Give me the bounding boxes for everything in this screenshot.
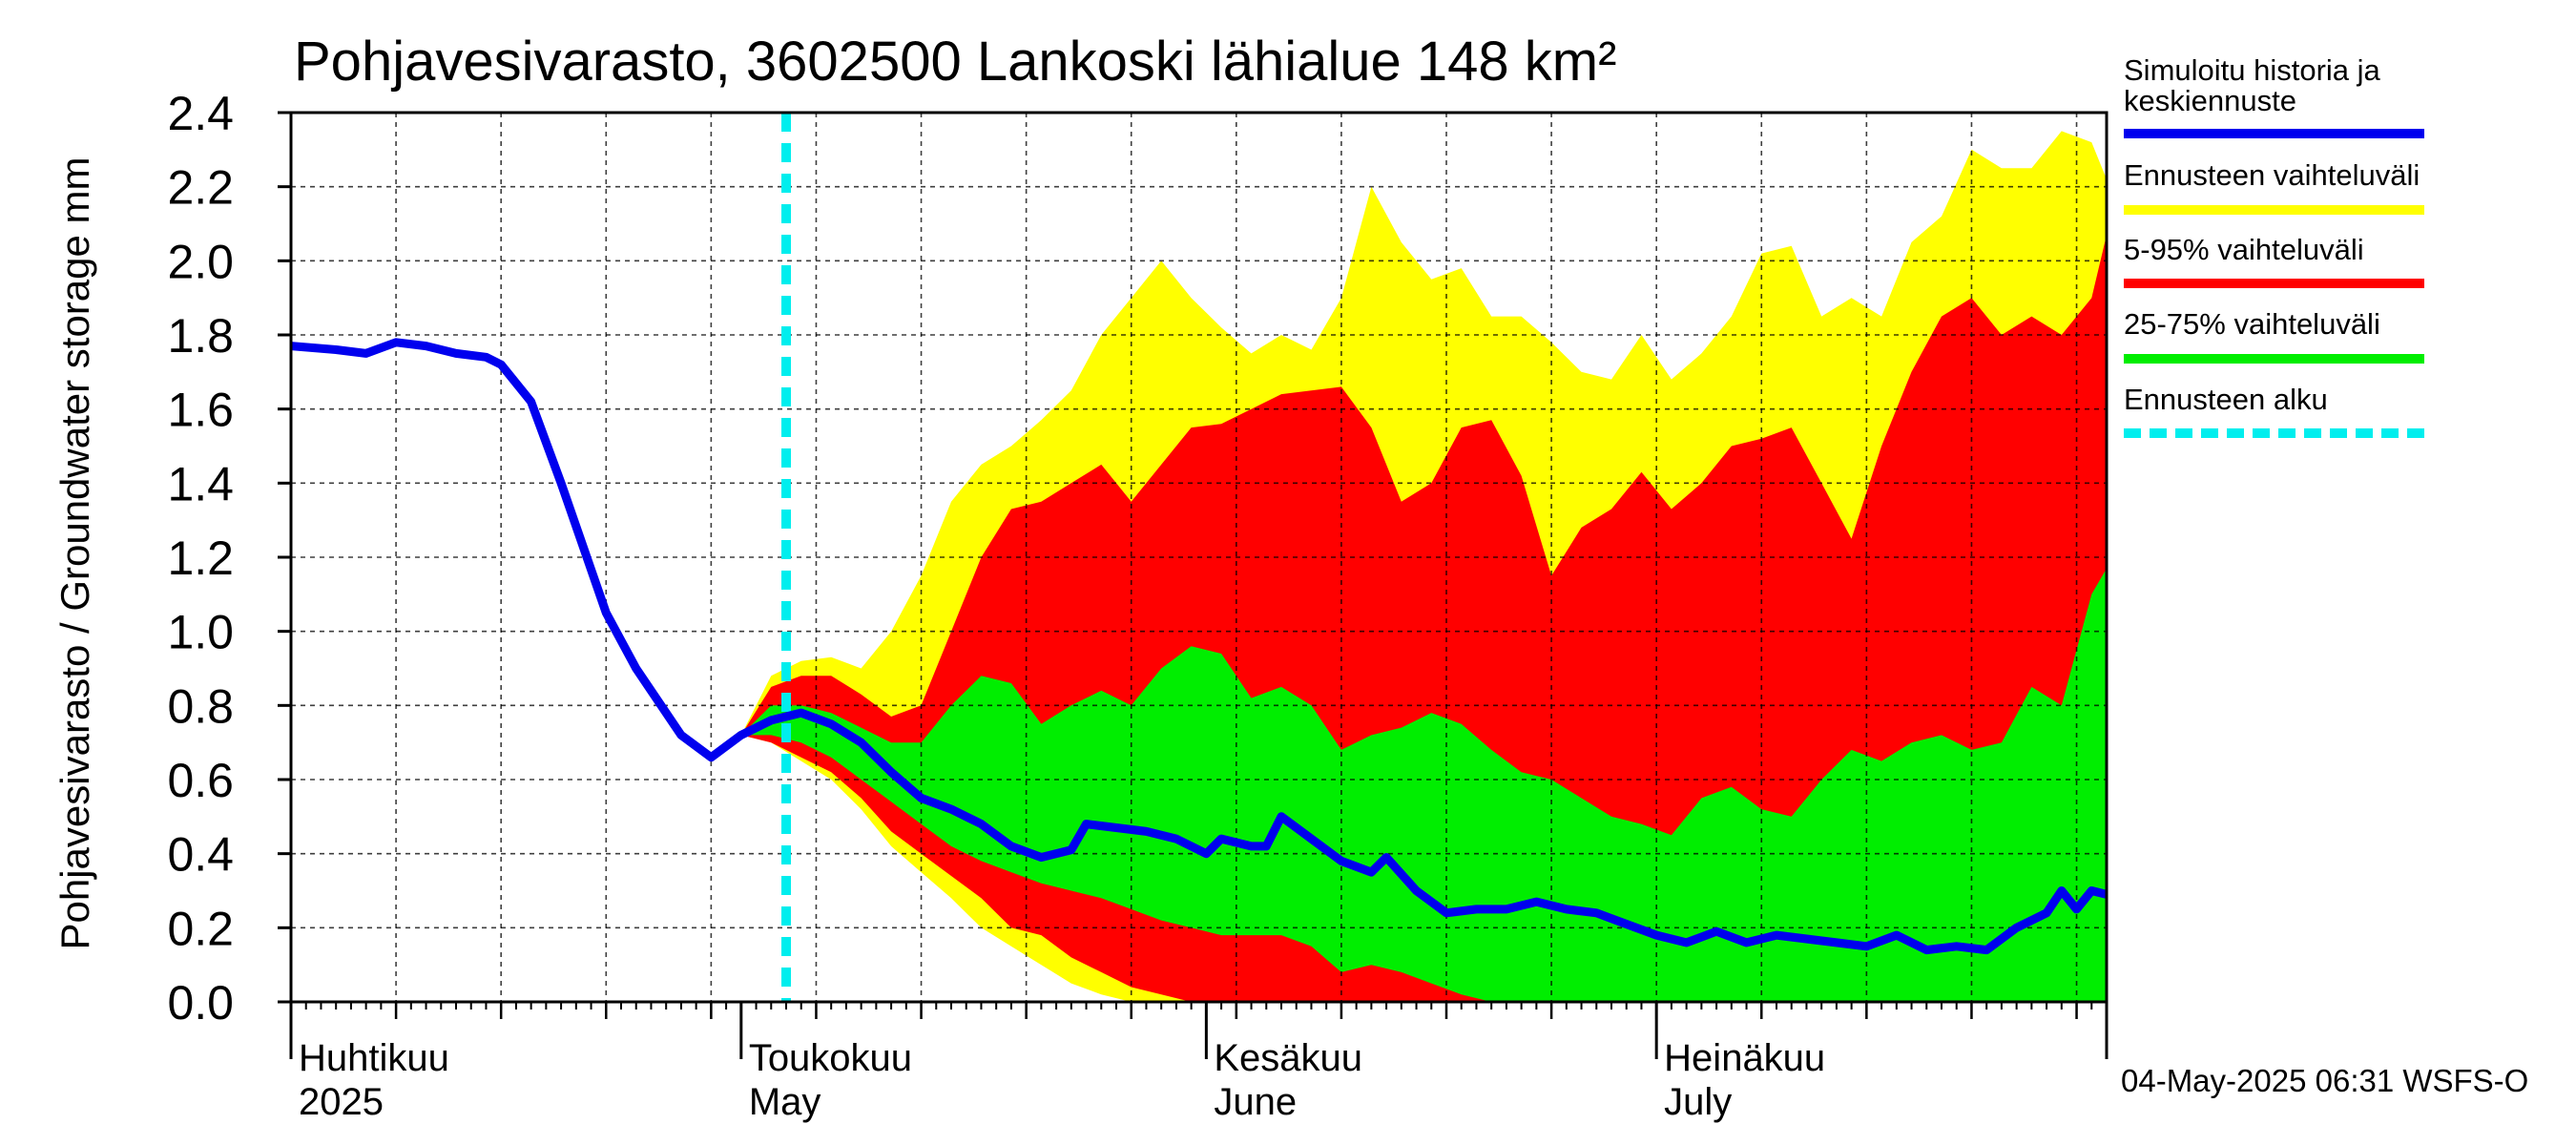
- legend-label: 5-95% vaihteluväli: [2124, 233, 2364, 266]
- legend-item: Ennusteen vaihteluväli: [2124, 158, 2424, 215]
- x-month-label: Huhtikuu: [299, 1037, 449, 1079]
- legend-label-line: Simuloitu historia ja: [2124, 53, 2381, 87]
- y-tick-label: 0.4: [167, 828, 234, 882]
- y-tick-label: 0.8: [167, 679, 234, 733]
- y-tick-label: 1.4: [167, 457, 234, 510]
- y-tick-label: 0.0: [167, 976, 234, 1030]
- history-layer: [291, 113, 2107, 1002]
- legend-item: 5-95% vaihteluväli: [2124, 233, 2424, 288]
- x-year-label: June: [1214, 1081, 1297, 1123]
- legend-label: 25-75% vaihteluväli: [2124, 307, 2380, 341]
- y-tick-label: 2.2: [167, 161, 234, 215]
- chart-title: Pohjavesivarasto, 3602500 Lankoski lähia…: [294, 31, 1616, 93]
- x-month-label: Kesäkuu: [1214, 1037, 1362, 1079]
- x-month-label: Heinäkuu: [1664, 1037, 1825, 1079]
- x-year-label: May: [749, 1081, 821, 1123]
- legend-item: 25-75% vaihteluväli: [2124, 307, 2424, 364]
- y-tick-label: 2.0: [167, 235, 234, 288]
- legend-label: Ennusteen vaihteluväli: [2124, 158, 2420, 192]
- legend-label: Ennusteen alku: [2124, 383, 2328, 416]
- x-year-label: 2025: [299, 1081, 384, 1123]
- y-tick-label: 1.0: [167, 606, 234, 659]
- y-tick-label: 1.6: [167, 384, 234, 437]
- y-axis: 0.0 0.2 0.4 0.6 0.8 1.0 1.2 1.4 1.6 1.8 2.0 2.2 2.4: [167, 87, 291, 1030]
- band-25-75: [740, 568, 2107, 1002]
- y-axis-label: Pohjavesivarasto / Groundwater storage m…: [52, 156, 97, 949]
- legend-item: Ennusteen alku: [2124, 383, 2424, 438]
- y-tick-label: 0.2: [167, 902, 234, 955]
- y-tick-label: 1.8: [167, 309, 234, 363]
- y-tick-label: 0.6: [167, 754, 234, 807]
- forecast-bands: [740, 131, 2107, 1002]
- y-tick-label: 2.4: [167, 87, 234, 140]
- x-month-label: Toukokuu: [749, 1037, 912, 1079]
- legend-label-line: keskiennuste: [2124, 84, 2296, 117]
- x-year-label: July: [1664, 1081, 1732, 1123]
- footer-timestamp: 04-May-2025 06:31 WSFS-O: [2121, 1063, 2528, 1098]
- history-line: [291, 338, 2107, 955]
- y-tick-label: 1.2: [167, 531, 234, 585]
